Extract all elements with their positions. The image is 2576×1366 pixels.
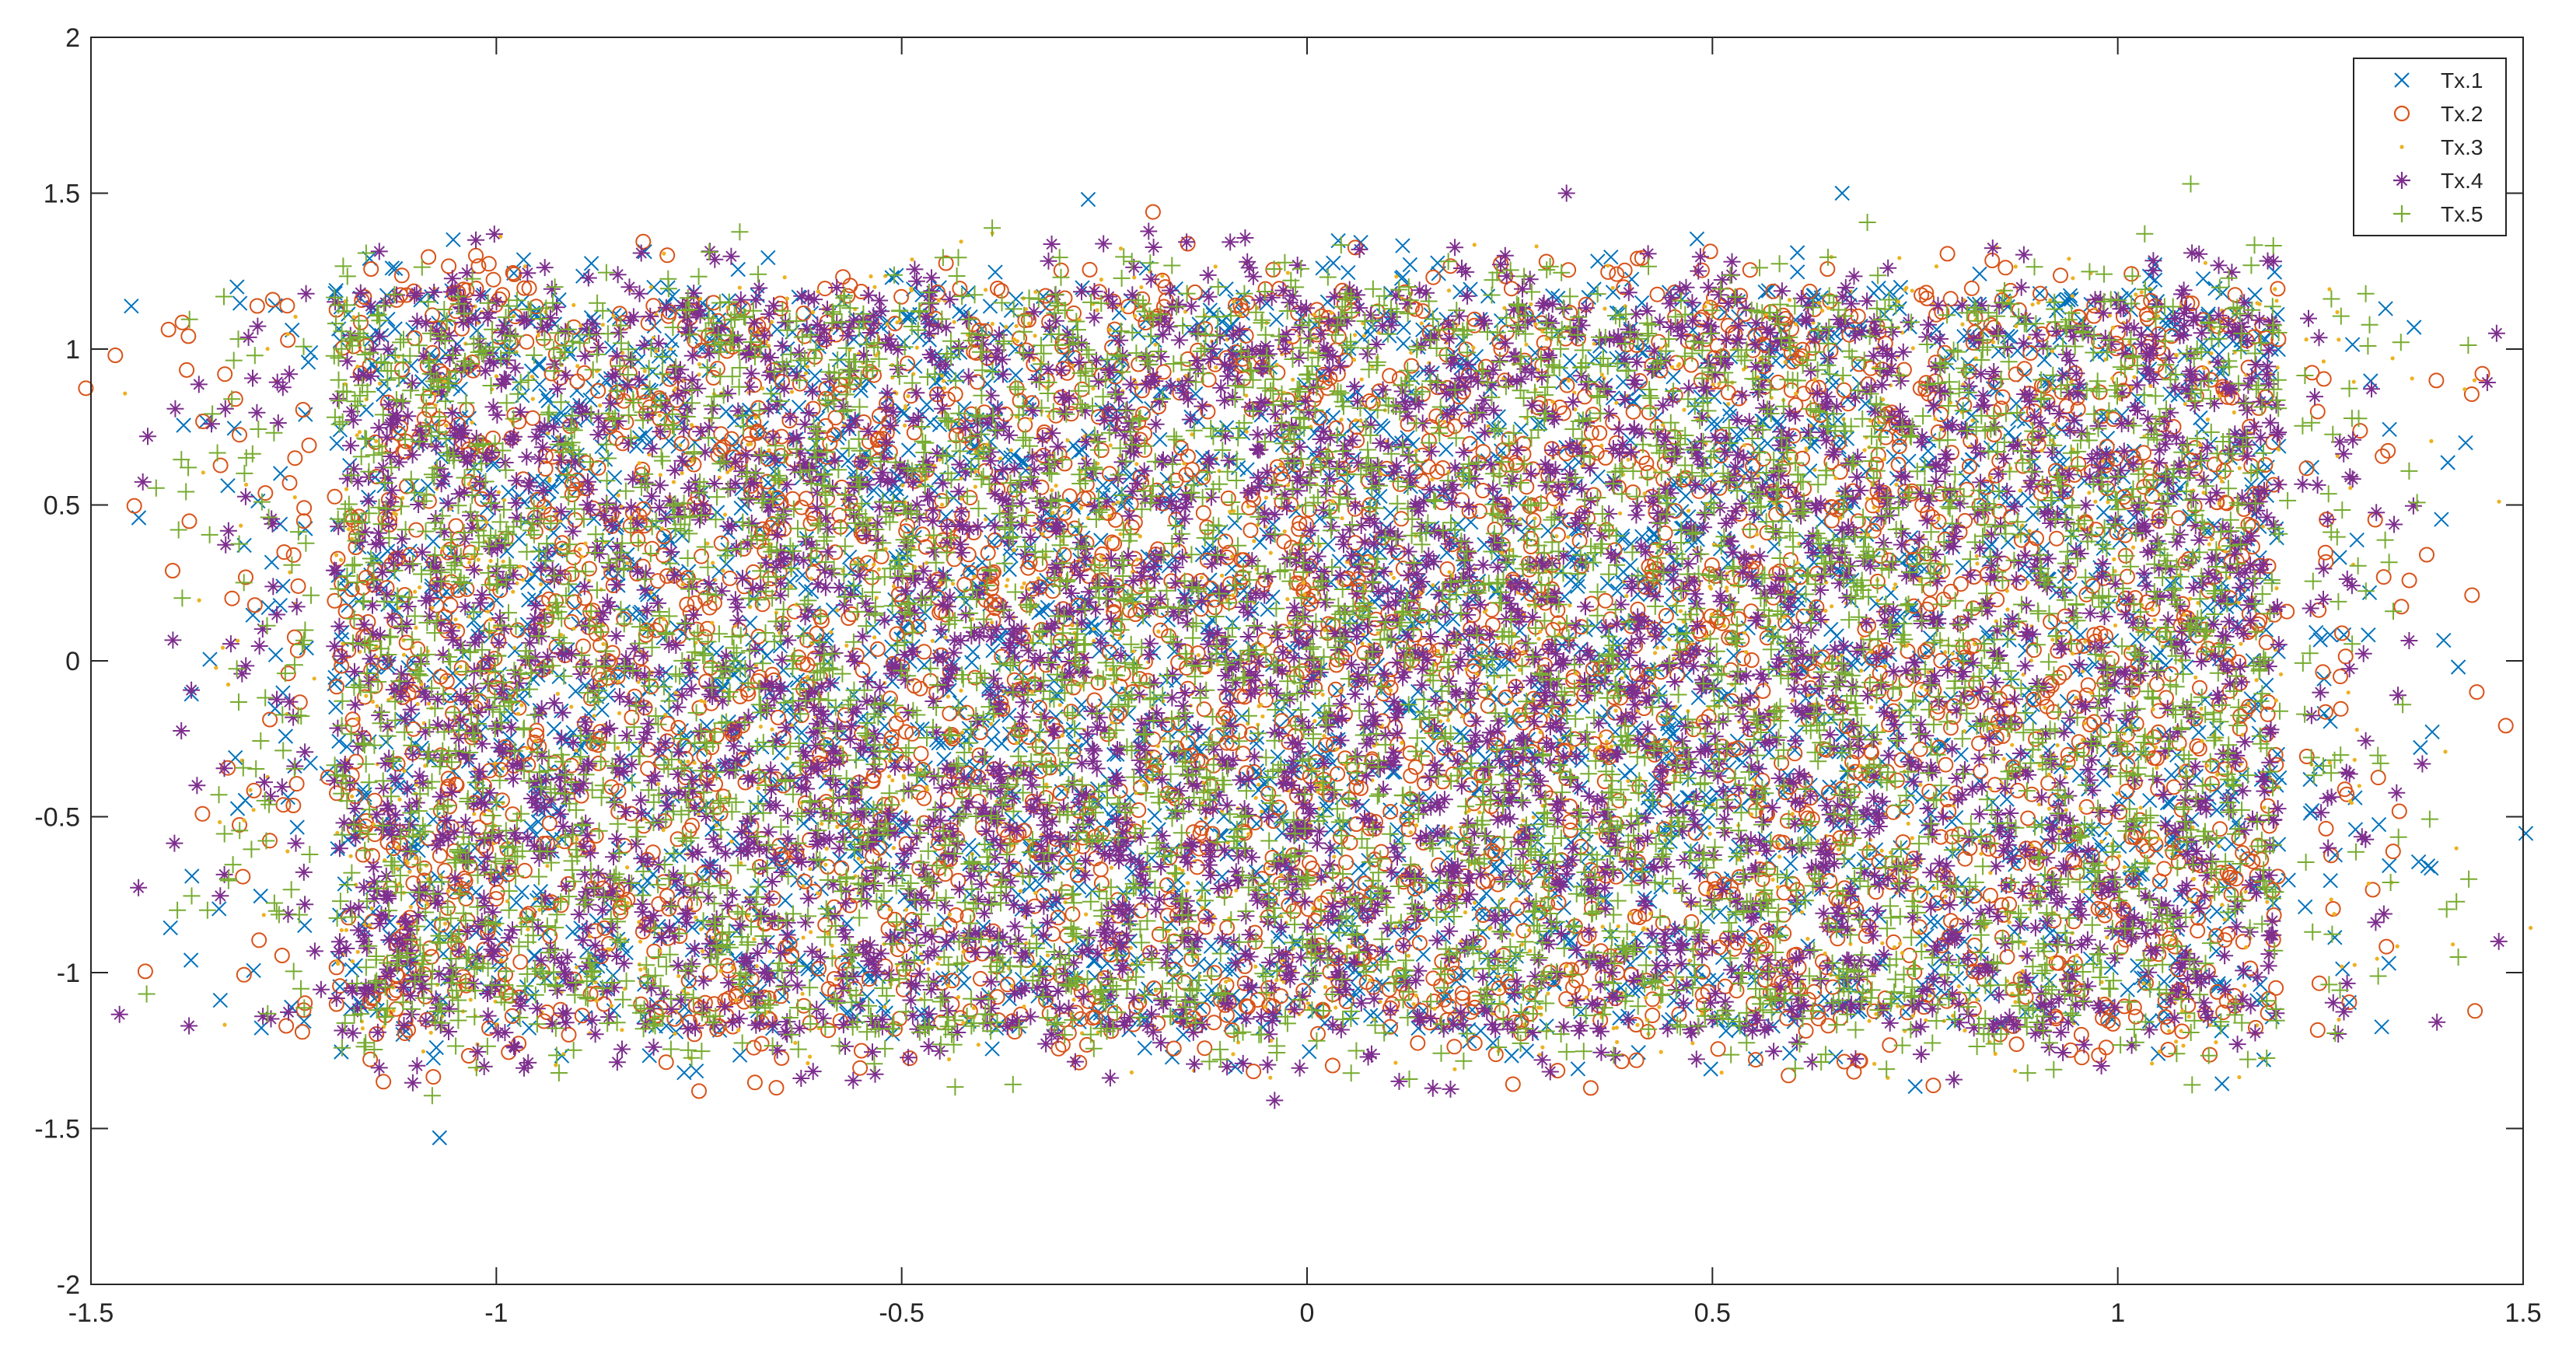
outlier-point [432,1130,448,1146]
outlier-point [1582,1080,1599,1096]
outlier-point [1266,1092,1284,1109]
x-tick-label: 1 [2110,1298,2125,1328]
y-tick-label: 0 [65,647,80,676]
y-tick-label: -1 [57,959,80,988]
outlier-point [1145,204,1161,220]
x-tick-label: -1 [484,1298,508,1328]
y-tick-label: 2 [65,23,80,53]
legend-marker-tx-3 [2399,145,2404,149]
x-tick-label: 0.5 [1694,1298,1731,1328]
outlier-point [139,428,156,445]
y-tick-label: 1.5 [44,180,80,209]
legend-marker-tx-1 [2394,72,2410,88]
outlier-point [2449,949,2467,966]
legend-marker-tx-2 [2393,105,2410,122]
outlier-point [691,1083,708,1099]
outlier-point [2472,378,2476,383]
legend-marker-tx-5 [2393,205,2410,222]
legend-label-tx-1: Tx.1 [2441,68,2483,93]
y-tick-label: -2 [57,1270,80,1300]
y-tick-label: 0.5 [44,491,80,521]
legend-label-tx-2: Tx.2 [2441,102,2483,126]
outlier-point [2450,659,2466,675]
outlier-point [1557,184,1575,202]
legend-label-tx-3: Tx.3 [2441,135,2483,159]
outlier-point [2490,932,2508,950]
legend: Tx.1 Tx.2 Tx.3 Tx.4 Tx.5 [2353,58,2507,236]
legend-marker-tx-4 [2393,172,2410,189]
y-tick-label: 1 [65,335,80,365]
outlier-point [1080,191,1096,208]
outlier-point [2182,175,2200,193]
x-tick-label: -0.5 [879,1298,924,1328]
x-tick-label: 1.5 [2504,1298,2541,1328]
legend-label-tx-4: Tx.4 [2441,169,2483,193]
outlier-point [107,348,124,363]
series-tx-4-points [110,222,2505,1098]
series-tx-5-points [138,214,2478,1105]
y-tick-label: -1.5 [34,1115,80,1144]
axes: -1.5 -1 -0.5 0 0.5 1 1.5-2-1.5-1-0.500.511.52 [34,23,2541,1328]
scatter-points [78,175,2534,1146]
outlier-point [180,459,197,477]
outlier-point [1834,185,1850,201]
x-tick-label: 0 [1300,1298,1315,1328]
legend-label-tx-5: Tx.5 [2441,202,2483,226]
y-tick-label: -0.5 [34,803,80,833]
legend-box [2353,58,2507,236]
x-tick-label: -1.5 [68,1298,114,1328]
